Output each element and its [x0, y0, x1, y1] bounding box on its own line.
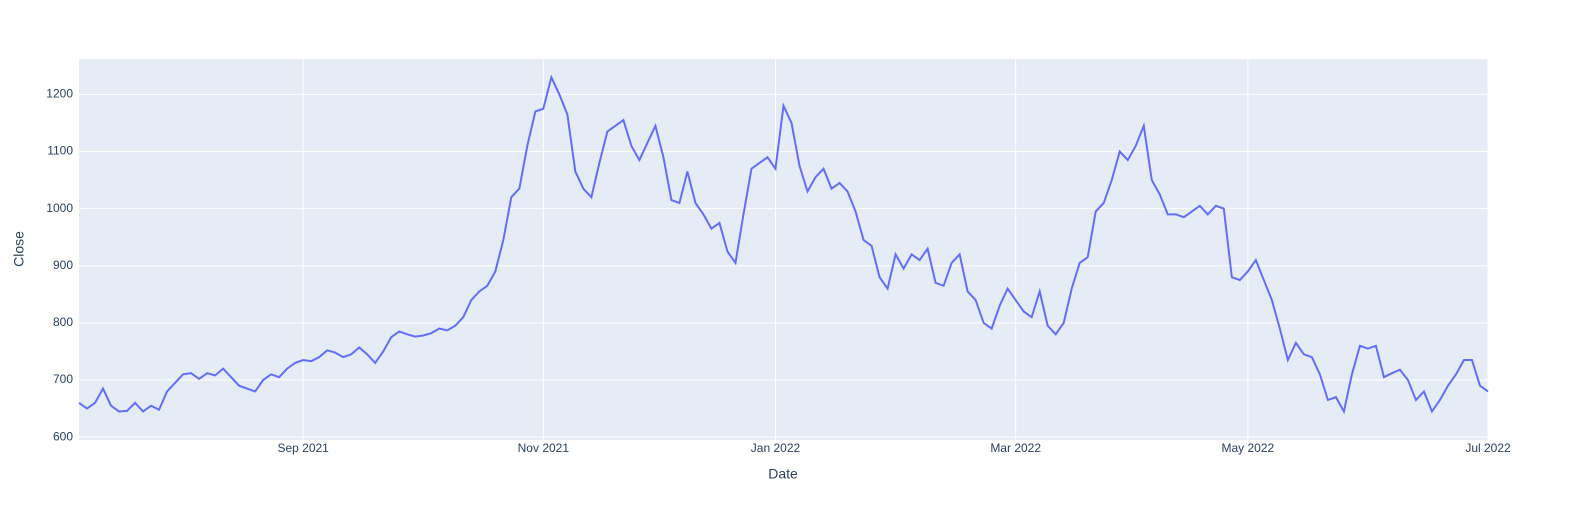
y-tick-label: 800: [53, 315, 73, 329]
line: [78, 74, 1489, 415]
y-tick-label: 1000: [46, 201, 73, 215]
x-tick-label: Sep 2021: [277, 441, 329, 455]
plot-area: [79, 59, 1488, 440]
marks: [78, 74, 1489, 415]
x-tick-label: May 2022: [1221, 441, 1274, 455]
y-tick-label: 1100: [47, 144, 73, 158]
x-axis-title: Date: [768, 466, 798, 482]
y-tick-label: 700: [53, 372, 73, 386]
x-tick-label: Jan 2022: [751, 441, 801, 455]
y-tick-label: 900: [53, 258, 73, 272]
x-tick-label: Jul 2022: [1465, 441, 1511, 455]
y-axis-title: Close: [11, 231, 27, 267]
y-tick-label: 600: [53, 429, 73, 443]
x-tick-label: Mar 2022: [990, 441, 1041, 455]
x-tick-label: Nov 2021: [518, 441, 570, 455]
grid: [79, 59, 1489, 440]
y-tick-label: 1200: [46, 87, 73, 101]
labels: 600 700 800 900 1000 1100 1200 Sep 2021 Nov 2021…: [46, 87, 1511, 456]
